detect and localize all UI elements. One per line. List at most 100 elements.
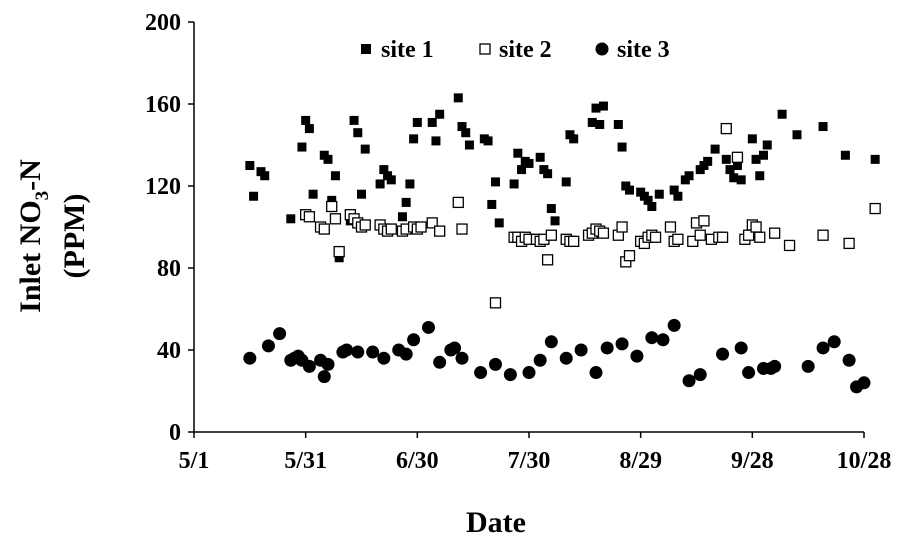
site-3-point [589,366,603,380]
series-site-2 [300,122,881,309]
x-axis-ticks: 5/1 5/31 6/30 7/30 8/29 9/28 10/28 [179,432,891,474]
site-3-point [422,320,435,334]
site-1-point [654,189,664,199]
site-1-point [397,212,407,222]
site-1-point [569,134,579,144]
site-1-point [435,109,445,119]
legend-label-site-1: site 1 [381,37,434,63]
site-1-point [349,115,359,125]
site-1-point [405,179,415,189]
site-2-point [489,297,502,309]
site-1-point [461,128,471,138]
site-3-point [559,351,573,365]
site-3-point [656,333,670,347]
site-1-point [732,161,742,170]
site-1-point [818,122,828,132]
legend: site 1 site 2 site 3 [361,37,670,63]
legend-marker-site-2 [479,43,491,55]
site-3-point [574,343,588,357]
site-2-point [616,221,628,233]
site-3-point [317,370,331,384]
site-1-point [543,169,553,179]
site-2-point [303,211,316,223]
site-3-point [302,359,316,373]
site-1-point [453,93,463,103]
site-3-point [544,335,558,349]
site-2-point [333,245,345,258]
site-1-point [401,197,411,207]
site-2-point [754,231,766,243]
x-tick-label: 7/30 [508,448,551,474]
site-1-point [703,156,713,166]
site-2-point [318,223,330,235]
site-2-point [541,254,554,266]
site-1-point [669,185,679,195]
site-1-point [751,154,761,164]
site-3-point [351,345,365,359]
site-3-point [827,335,841,349]
site-2-point [597,227,610,239]
x-tick-label: 5/1 [179,448,210,474]
site-2-point [664,221,677,233]
site-3-point [321,357,335,371]
y-tick-label: 40 [157,338,181,364]
y-axis-ticks: 0 40 80 120 160 200 [145,10,194,446]
site-1-point [491,177,500,187]
plot-area [243,93,881,394]
site-1-point [353,128,363,138]
site-1-point [301,115,311,125]
site-1-point [412,117,422,127]
site-1-point [647,202,657,211]
site-3-point [857,376,871,390]
site-2-point [359,219,371,231]
site-2-point [415,221,427,233]
site-1-point [613,120,623,129]
site-1-point [587,117,597,127]
site-3-point [340,343,354,357]
site-1-point [747,134,757,144]
site-3-point [522,366,536,380]
site-2-point [783,239,796,252]
series-site-3 [243,318,871,394]
site-1-point [561,177,571,187]
site-2-point [434,225,446,237]
site-1-point [286,214,296,224]
site-1-point [792,130,802,140]
site-1-point [729,173,739,183]
site-1-point [550,216,560,226]
site-2-point [843,237,855,250]
site-2-point [817,229,829,241]
site-1-point [323,154,333,164]
site-1-point [386,175,396,185]
site-2-point [326,200,338,213]
y-axis-label: Inlet NO3-N [14,159,53,313]
site-1-point [494,218,504,228]
legend-marker-site-3 [595,42,609,56]
site-1-point [725,165,735,175]
site-2-point [694,229,706,241]
site-1-point [357,189,366,199]
x-tick-label: 6/30 [396,448,439,474]
site-1-point [524,158,534,168]
site-1-point [431,136,441,146]
site-1-point [334,253,344,263]
site-2-point [750,221,762,233]
site-3-point [366,345,380,359]
site-2-point [769,227,781,239]
site-1-point [643,195,653,205]
site-2-point [869,202,881,215]
site-1-point [379,165,389,175]
site-3-point [645,331,659,345]
site-1-point [427,117,437,127]
site-1-point [409,134,419,144]
site-2-point [672,233,684,245]
site-1-point [684,171,694,181]
site-1-point [513,148,523,158]
site-1-point [870,154,880,164]
site-1-point [535,152,545,162]
site-1-point [617,142,627,152]
site-3-point [448,341,462,355]
x-tick-label: 8/29 [619,448,662,474]
site-3-point [533,353,547,367]
site-1-point [260,171,270,181]
